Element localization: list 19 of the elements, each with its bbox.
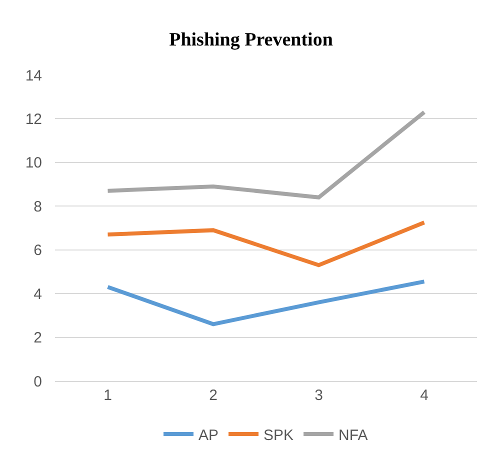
y-tick-label: 6: [34, 242, 42, 260]
legend-label: AP: [198, 426, 219, 444]
y-tick-label: 8: [34, 198, 42, 216]
y-tick-label: 14: [25, 67, 42, 84]
y-tick-label: 0: [34, 373, 42, 390]
y-tick-label: 4: [34, 286, 42, 303]
line-series: [106, 280, 426, 326]
y-tick-label: 12: [25, 110, 42, 128]
legend-label: SPK: [264, 426, 294, 444]
y-tick-label: 2: [34, 330, 42, 347]
x-tick-label: 2: [209, 387, 218, 404]
x-tick-label: 4: [420, 387, 428, 404]
chart-title: Phishing Prevention: [169, 30, 334, 51]
line-series: [106, 110, 426, 200]
x-tick-label: 3: [314, 387, 323, 404]
y-tick-label: 10: [25, 154, 42, 172]
line-series: [106, 220, 426, 268]
legend-label: NFA: [338, 426, 368, 444]
x-tick-label: 1: [104, 387, 112, 404]
